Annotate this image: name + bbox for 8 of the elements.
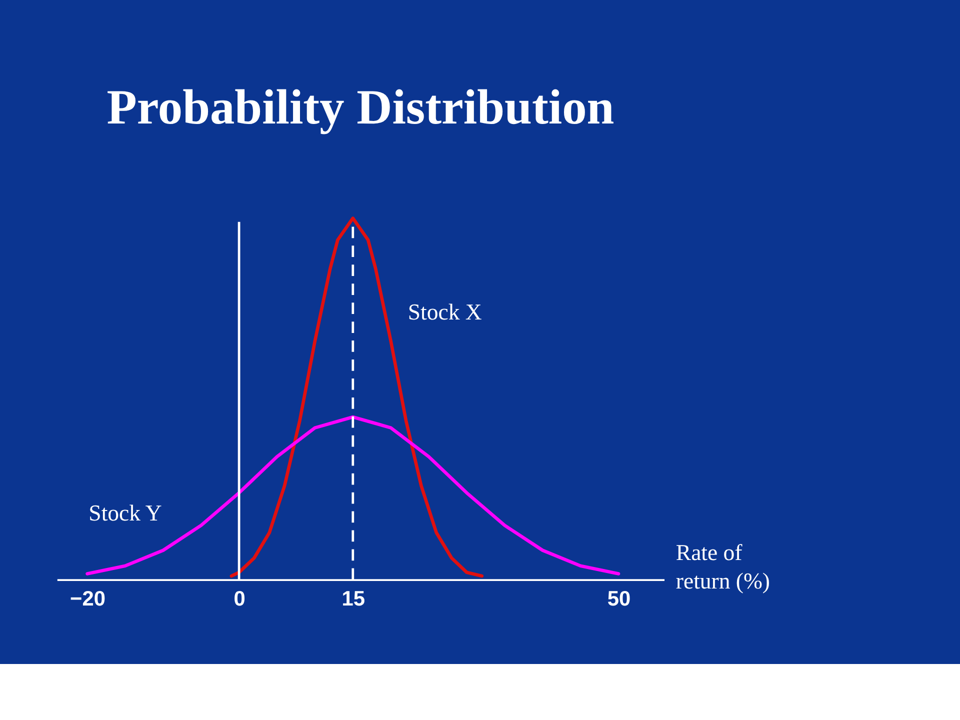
series-label: Stock Y: [88, 500, 162, 526]
x-axis-title: Rate of return (%): [676, 540, 770, 594]
x-tick-label: 0: [234, 588, 246, 611]
x-tick-label: 50: [607, 588, 631, 611]
chart-title: Probability Distribution: [106, 79, 614, 134]
x-tick-label: −20: [70, 588, 106, 611]
x-tick-label: 15: [342, 588, 366, 611]
series-label: Stock X: [408, 299, 482, 324]
